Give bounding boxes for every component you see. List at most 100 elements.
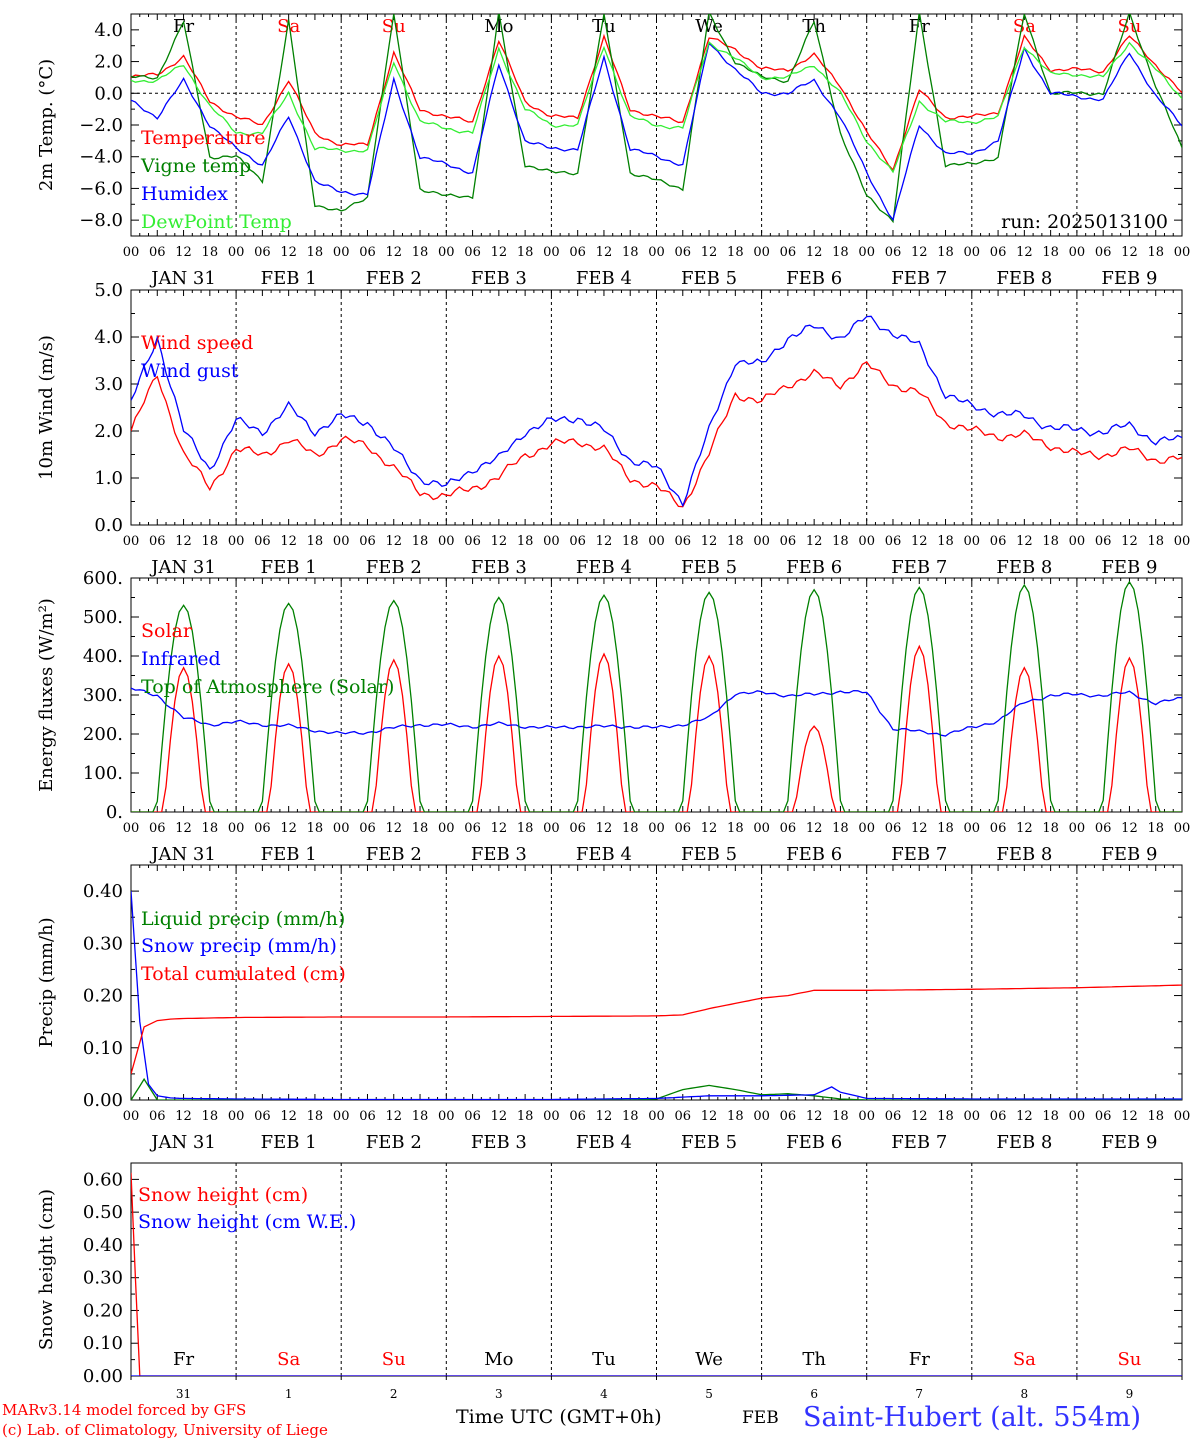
- y-tick-label: 4.0: [94, 20, 123, 41]
- hour-tick-label: 06: [569, 821, 586, 836]
- hour-tick-label: 00: [1069, 1109, 1086, 1124]
- y-tick-label: 3.0: [94, 374, 123, 395]
- hour-tick-label: 00: [543, 534, 560, 549]
- run-annotation: run: 2025013100: [1001, 211, 1168, 233]
- hour-tick-label: 00: [123, 534, 140, 549]
- y-tick-label: 400.: [83, 646, 123, 667]
- hour-tick-label: 00: [438, 821, 455, 836]
- y-tick-label: 0.30: [83, 1268, 123, 1289]
- hour-tick-label: 18: [1147, 1109, 1164, 1124]
- weekday-label: Su: [1117, 1349, 1141, 1370]
- y-tick-label: 4.0: [94, 327, 123, 348]
- y-tick-label: 2.0: [94, 421, 123, 442]
- date-label: FEB 2: [366, 557, 422, 578]
- hour-tick-label: 06: [359, 1109, 376, 1124]
- hour-tick-label: 18: [202, 821, 219, 836]
- hour-tick-label: 12: [806, 534, 823, 549]
- date-label: FEB 3: [471, 557, 527, 578]
- hour-tick-label: 12: [491, 534, 508, 549]
- y-axis-label: Energy fluxes (W/m²): [36, 598, 57, 792]
- hour-tick-label: 06: [569, 534, 586, 549]
- date-label: FEB 7: [891, 1132, 947, 1153]
- date-label: FEB 8: [996, 557, 1052, 578]
- date-label: FEB 8: [996, 1132, 1052, 1153]
- hour-tick-label: 18: [622, 245, 639, 260]
- hour-tick-label: 18: [622, 821, 639, 836]
- hour-tick-label: 00: [333, 821, 350, 836]
- hour-tick-label: 00: [964, 821, 981, 836]
- hour-tick-label: 18: [937, 1109, 954, 1124]
- y-tick-label: −6.0: [79, 178, 123, 199]
- date-label: FEB 5: [681, 844, 737, 865]
- hour-tick-label: 18: [202, 245, 219, 260]
- weekday-label: Sa: [277, 16, 300, 37]
- date-label: JAN 31: [149, 268, 216, 289]
- hour-tick-label: 18: [517, 821, 534, 836]
- hour-tick-label: 12: [806, 821, 823, 836]
- weekday-label: Fr: [173, 1349, 194, 1370]
- legend-entry: DewPoint Temp: [141, 211, 292, 233]
- hour-tick-label: 06: [990, 821, 1007, 836]
- date-label: FEB 6: [786, 844, 842, 865]
- hour-tick-label: 18: [937, 245, 954, 260]
- series-line-total-cumulated-cm-: [131, 984, 1182, 1075]
- hour-tick-label: 00: [123, 245, 140, 260]
- day-number-label: 8: [1021, 1387, 1029, 1401]
- hour-tick-label: 18: [1042, 534, 1059, 549]
- hour-tick-label: 06: [149, 821, 166, 836]
- hour-tick-label: 18: [1147, 821, 1164, 836]
- hour-tick-label: 00: [228, 821, 245, 836]
- hour-tick-label: 00: [858, 1109, 875, 1124]
- hour-tick-label: 12: [385, 821, 402, 836]
- hour-tick-label: 00: [228, 245, 245, 260]
- hour-tick-label: 12: [491, 245, 508, 260]
- date-label: FEB 7: [891, 557, 947, 578]
- y-tick-label: −4.0: [79, 147, 123, 168]
- hour-tick-label: 12: [385, 1109, 402, 1124]
- month-label: FEB: [742, 1408, 779, 1428]
- y-tick-label: 0.20: [83, 986, 123, 1007]
- hour-tick-label: 18: [412, 534, 429, 549]
- hour-tick-label: 18: [412, 1109, 429, 1124]
- hour-tick-label: 12: [1016, 1109, 1033, 1124]
- date-label: FEB 9: [1101, 844, 1157, 865]
- date-label: FEB 8: [996, 268, 1052, 289]
- hour-tick-label: 00: [648, 821, 665, 836]
- hour-tick-label: 06: [464, 821, 481, 836]
- date-label: FEB 4: [576, 844, 632, 865]
- legend-entry: Snow height (cm W.E.): [138, 1211, 356, 1233]
- panel-snow: Fr 31 Sa 1 Su 2 Mo 3 Tu 4 We 5 Th 6 Fr 7 Sa 8 Su 9 0.00 0.10 0…: [36, 1162, 1183, 1401]
- hour-tick-label: 06: [885, 1109, 902, 1124]
- hour-tick-label: 12: [1121, 1109, 1138, 1124]
- weekday-label: Mo: [484, 1349, 513, 1370]
- hour-tick-label: 18: [1042, 245, 1059, 260]
- y-tick-label: 0.60: [83, 1169, 123, 1190]
- legend-entry: Solar: [141, 620, 193, 642]
- hour-tick-label: 18: [202, 1109, 219, 1124]
- date-label: FEB 2: [366, 268, 422, 289]
- hour-tick-label: 00: [333, 1109, 350, 1124]
- hour-tick-label: 06: [359, 821, 376, 836]
- weekday-label: We: [695, 16, 723, 37]
- hour-tick-label: 06: [1095, 534, 1112, 549]
- series-line-solar: [131, 644, 1182, 812]
- weekday-label: Sa: [277, 1349, 300, 1370]
- y-tick-label: 0.0: [94, 83, 123, 104]
- hour-tick-label: 00: [1174, 821, 1191, 836]
- panel-flux: 00 06 12 18 00 06 12 18 00 06 12 18 00 06 12 18 00 06 12 18…: [36, 568, 1190, 865]
- hour-tick-label: 00: [1174, 534, 1191, 549]
- legend-entry: Wind gust: [141, 360, 239, 382]
- hour-tick-label: 00: [964, 534, 981, 549]
- weekday-label: Sa: [1013, 16, 1036, 37]
- hour-tick-label: 06: [885, 245, 902, 260]
- y-tick-label: 0.40: [83, 881, 123, 902]
- hour-tick-label: 18: [307, 1109, 324, 1124]
- date-label: FEB 1: [261, 557, 317, 578]
- hour-tick-label: 12: [806, 245, 823, 260]
- legend-entry: Snow height (cm): [138, 1184, 308, 1206]
- hour-tick-label: 06: [675, 534, 692, 549]
- hour-tick-label: 06: [675, 1109, 692, 1124]
- hour-tick-label: 00: [123, 1109, 140, 1124]
- legend-entry: Liquid precip (mm/h): [141, 908, 345, 930]
- hour-tick-label: 06: [464, 1109, 481, 1124]
